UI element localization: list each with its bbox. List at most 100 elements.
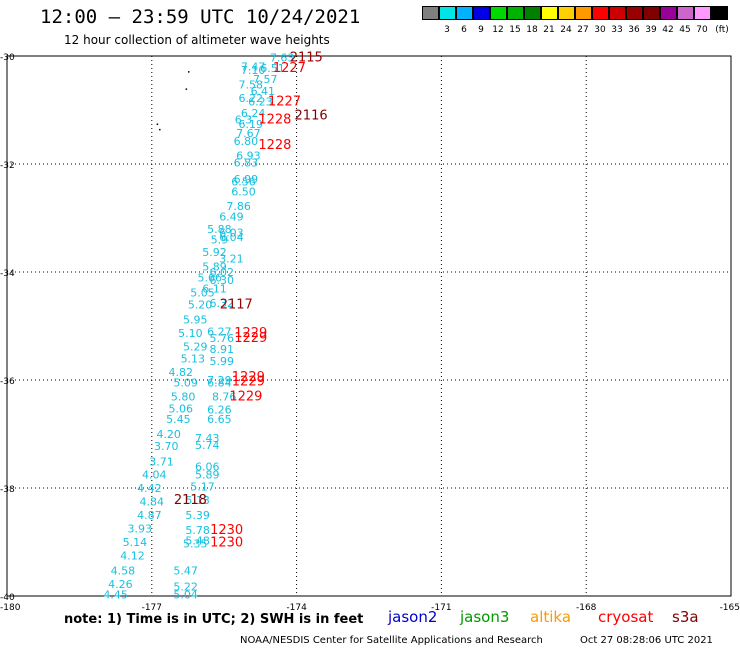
scale-label: 36 (628, 25, 640, 35)
wave-height-label: 5.22 (173, 581, 198, 594)
wave-height-label: 5.95 (183, 313, 208, 326)
wave-height-label: 6.02 (210, 266, 235, 279)
wave-height-label: 6.04 (219, 231, 244, 244)
wave-height-label: 6.51 (260, 62, 285, 75)
wave-height-label: 3.21 (219, 252, 244, 265)
wave-height-label: 5.80 (171, 391, 196, 404)
wave-height-label: 7.67 (236, 127, 261, 140)
wave-height-label: 5.14 (123, 536, 148, 549)
scale-swatch (609, 6, 626, 20)
pass-time-label: 2118 (174, 493, 207, 508)
pass-time-label: 1229 (234, 326, 267, 341)
wave-height-label: 6.03 (219, 226, 244, 239)
credit-line: NOAA/NESDIS Center for Satellite Applica… (240, 635, 543, 646)
wave-height-label: 3.70 (154, 440, 179, 453)
scale-swatch (439, 6, 456, 20)
y-tick-label: -34 (0, 269, 15, 279)
scale-label: 12 (492, 25, 504, 35)
x-tick-label: -168 (576, 603, 597, 613)
scale-swatch (575, 6, 592, 20)
island-speck (159, 128, 161, 131)
wave-height-label: 6.06 (195, 461, 220, 474)
wave-height-label: 6.24 (241, 107, 266, 120)
scale-swatch (541, 6, 558, 20)
wave-height-label: 6.26 (207, 403, 232, 416)
scale-swatch (507, 6, 524, 20)
wave-height-label: 5.20 (188, 299, 213, 312)
pass-time-label: 1228 (258, 138, 291, 153)
wave-height-label: 5.88 (207, 223, 232, 236)
wave-height-label: 5.13 (181, 353, 206, 366)
wave-height-label: 4.04 (142, 468, 167, 481)
scale-swatch (524, 6, 541, 20)
wave-height-label: 5.35 (183, 537, 208, 550)
scale-label: 39 (645, 25, 657, 35)
legend-item-altika: altika (530, 608, 572, 626)
wave-height-label: 7.29 (207, 374, 232, 387)
wave-height-label: 4.84 (140, 495, 165, 508)
x-tick-label: -165 (720, 603, 740, 613)
generation-timestamp: Oct 27 08:28:06 UTC 2021 (580, 635, 713, 646)
plot-frame (6, 55, 732, 597)
pass-time-label: 1230 (210, 523, 243, 538)
y-tick-label: -30 (0, 53, 15, 63)
wave-height-label: 5.78 (185, 524, 210, 537)
wave-height-label: 4.12 (120, 549, 145, 562)
y-tick-label: -40 (0, 593, 15, 603)
x-tick-label: -174 (286, 603, 307, 613)
wave-height-label: 5.76 (210, 332, 235, 345)
wave-height-label: 8.91 (210, 343, 235, 356)
wave-height-label: 8.76 (212, 391, 237, 404)
wave-height-label: 7.58 (238, 78, 263, 91)
wave-height-label: 5.74 (195, 439, 220, 452)
scale-label: 15 (509, 25, 521, 35)
pass-time-label: 1227 (268, 95, 301, 110)
wave-height-label: 7.10 (241, 64, 266, 77)
wave-height-label: 7.86 (226, 200, 251, 213)
scale-label: 42 (662, 25, 674, 35)
wave-height-label: 5.92 (202, 246, 227, 259)
pass-time-label: 1229 (234, 331, 267, 346)
scale-label: 6 (461, 25, 467, 35)
legend-item-jason3: jason3 (460, 608, 510, 626)
wave-height-label: 4.87 (137, 509, 162, 522)
scale-label: 3 (444, 25, 450, 35)
wave-height-label: 6.49 (219, 211, 244, 224)
wave-height-label: 6.41 (251, 85, 276, 98)
wave-height-label: 4.58 (111, 564, 136, 577)
wave-height-label: 6.32 (210, 297, 235, 310)
wave-height-label: 6.93 (236, 150, 261, 163)
scale-swatch (558, 6, 575, 20)
wave-height-label: 5.89 (195, 468, 220, 481)
legend-item-s3a: s3a (672, 608, 699, 626)
pass-time-label: 1230 (210, 535, 243, 550)
wave-height-label: 6.65 (207, 413, 232, 426)
wave-height-label: 5.48 (185, 535, 210, 548)
scale-swatch (711, 6, 728, 20)
wave-height-label: 4.26 (108, 578, 133, 591)
wave-height-label: 5.66 (197, 272, 222, 285)
wave-height-label: 4.45 (103, 589, 128, 602)
island-speck (156, 123, 159, 125)
wave-height-label: 6.23 (248, 96, 273, 109)
x-tick-label: -180 (0, 603, 21, 613)
scale-swatch (626, 6, 643, 20)
wave-height-label: 6.30 (210, 274, 235, 287)
scale-label: 24 (560, 25, 572, 35)
wave-height-label: 6.11 (202, 283, 227, 296)
scale-label: 70 (696, 25, 708, 35)
scale-swatch (592, 6, 609, 20)
scale-swatch (422, 6, 439, 20)
scale-swatch (694, 6, 711, 20)
pass-time-label: 2115 (290, 50, 323, 65)
wave-height-label: 6.50 (231, 185, 256, 198)
wave-height-label: 5.13 (185, 494, 210, 507)
wave-height-label: 6.27 (207, 326, 232, 339)
pass-time-label: 1229 (232, 374, 265, 389)
wave-height-label: 6.80 (234, 135, 259, 148)
wave-height-label: 6.99 (234, 173, 259, 186)
wave-height-label: 5.9 (211, 233, 229, 246)
wave-height-label: 5.39 (185, 509, 210, 522)
wave-height-label: 6.84 (207, 376, 232, 389)
